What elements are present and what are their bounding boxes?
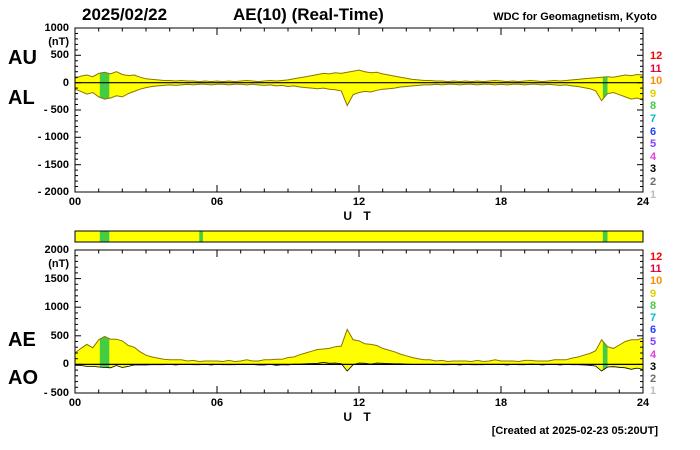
plot-title: AE(10) (Real-Time)	[233, 5, 384, 24]
xtick-label: 12	[352, 196, 366, 208]
ytick-label: 500	[50, 330, 69, 342]
station-scale-4: 4	[650, 348, 657, 361]
chart-au-al	[74, 27, 644, 193]
station-scale-7: 7	[650, 312, 657, 324]
xtick-label: 00	[68, 397, 82, 409]
station-scale-10: 10	[650, 75, 663, 88]
station-scale-2: 2	[650, 373, 657, 385]
created-timestamp: [Created at 2025-02-23 05:20UT]	[491, 425, 658, 437]
ytick-label: 2000	[44, 244, 69, 256]
xtick-label: 24	[636, 397, 650, 409]
ytick-label: 1000	[44, 22, 69, 34]
xtick-label: 18	[494, 196, 508, 208]
plot-frame	[74, 27, 644, 193]
x-axis-label-bottom: U T	[343, 410, 375, 424]
station-scale-2: 2	[650, 176, 657, 188]
ytick-label: 0	[62, 77, 69, 89]
station-scale-8: 8	[650, 299, 657, 312]
station-scale-5: 5	[650, 138, 657, 151]
al-curve	[74, 83, 644, 107]
au-curve	[74, 69, 644, 83]
station-scale-12: 12	[650, 251, 663, 263]
xtick-label: 12	[352, 397, 366, 409]
station-scale-8: 8	[650, 100, 657, 113]
station-bar-segment	[99, 231, 110, 242]
station-scale-11: 11	[650, 62, 662, 75]
station-scale-1: 1	[650, 385, 657, 398]
station-scale-3: 3	[650, 360, 657, 373]
station-scale-4: 4	[650, 150, 657, 163]
plot-date: 2025/02/22	[82, 5, 168, 24]
ytick-label: - 1000	[37, 131, 69, 143]
xtick-label: 06	[210, 397, 224, 409]
station-scale-9: 9	[650, 87, 657, 100]
station-scale-1: 1	[650, 188, 657, 201]
station-bar-frame	[74, 230, 644, 243]
station-bar-base	[75, 231, 643, 242]
label-au: AU	[8, 47, 37, 69]
ytick-label: - 1500	[37, 159, 69, 171]
ytick-label: 0	[62, 358, 69, 370]
au-al-fill	[75, 70, 643, 106]
xtick-label: 24	[636, 196, 650, 208]
xtick-label: 06	[210, 196, 224, 208]
ytick-label: - 500	[43, 104, 69, 116]
ae-curve	[74, 328, 644, 363]
y-axis-unit-bottom: (nT)	[48, 258, 69, 270]
station-scale-6: 6	[650, 125, 657, 138]
station-scale-12: 12	[650, 50, 663, 62]
ytick-label: - 2000	[37, 186, 69, 198]
y-axis-unit-top: (nT)	[48, 36, 69, 48]
ytick-label: - 500	[43, 387, 69, 399]
station-bar-segment	[199, 231, 203, 242]
ae-ao-fill	[75, 329, 643, 365]
label-ae: AE	[8, 329, 36, 351]
ytick-label: 1500	[44, 273, 69, 285]
station-scale-11: 11	[650, 263, 662, 276]
station-scale-9: 9	[650, 287, 657, 300]
station-count-bar	[74, 230, 644, 243]
ytick-label: 1000	[44, 301, 69, 313]
xtick-label: 18	[494, 397, 508, 409]
label-ao: AO	[8, 367, 38, 389]
plot-frame	[74, 249, 644, 394]
station-bar-segment	[602, 231, 608, 242]
station-scale-5: 5	[650, 336, 657, 349]
label-al: AL	[8, 87, 35, 109]
ytick-label: 500	[50, 49, 69, 61]
source-credit: WDC for Geomagnetism, Kyoto	[493, 11, 657, 23]
chart-ae-ao	[74, 249, 644, 394]
station-scale-3: 3	[650, 163, 657, 176]
station-scale-7: 7	[650, 113, 657, 125]
x-axis-label-top: U T	[343, 209, 375, 223]
station-scale-6: 6	[650, 324, 657, 337]
xtick-label: 00	[68, 196, 82, 208]
station-scale-10: 10	[650, 275, 663, 288]
